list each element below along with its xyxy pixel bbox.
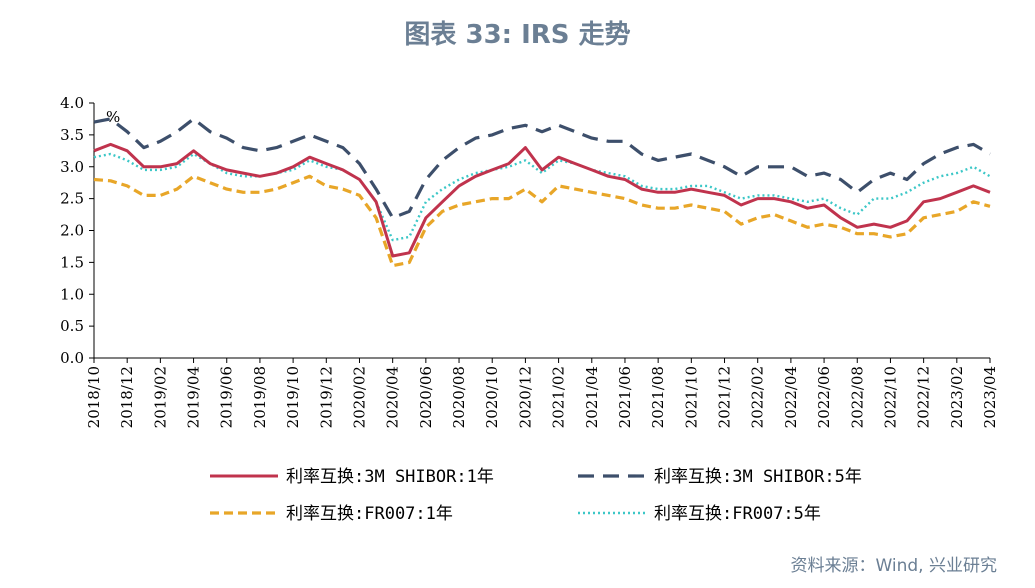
legend-label-3: 利率互换:FR007:5年	[654, 504, 821, 524]
x-tick-label: 2021/12	[716, 366, 734, 428]
axes: 0.0 0.5 1.0 1.5 2.0 2.5 3.0 3.5 4.0 2018/10 2018/1…	[60, 94, 999, 428]
x-tick-label: 2021/10	[682, 366, 700, 428]
x-tick-label: 2019/10	[284, 366, 302, 428]
x-tick-label: 2021/06	[616, 366, 634, 428]
series-layer	[93, 117, 991, 268]
legend-label-0: 利率互换:3M SHIBOR:1年	[286, 467, 494, 487]
y-tick-label: 0.0	[60, 349, 84, 367]
y-tick-label: 3.0	[60, 158, 84, 176]
x-tick-label: 2021/02	[550, 366, 568, 428]
y-axis-unit-label: %	[106, 108, 120, 126]
series-line-2	[93, 174, 991, 268]
y-tick-label: 4.0	[60, 94, 84, 112]
x-tick-label: 2020/12	[516, 366, 534, 428]
y-tick-label: 2.5	[60, 190, 84, 208]
x-tick-label: 2022/08	[848, 366, 866, 428]
source-note: 资料来源：Wind, 兴业研究	[790, 556, 997, 576]
x-tick-label: 2018/12	[118, 366, 136, 428]
x-tick-label: 2022/10	[881, 366, 899, 428]
x-tick-label: 2019/12	[317, 366, 335, 428]
x-tick-label: 2020/10	[483, 366, 501, 428]
x-tick-label: 2022/06	[815, 366, 833, 428]
y-tick-label: 1.5	[60, 253, 84, 271]
legend-label-2: 利率互换:FR007:1年	[286, 504, 453, 524]
x-tick-label: 2020/06	[417, 366, 435, 428]
x-tick-label: 2020/02	[350, 366, 368, 428]
series-line-1	[93, 117, 991, 220]
x-tick-label: 2019/04	[185, 366, 203, 428]
x-tick-label: 2020/04	[384, 366, 402, 428]
x-tick-label: 2020/08	[450, 366, 468, 428]
y-tick-label: 3.5	[60, 126, 84, 144]
x-tick-label: 2023/02	[948, 366, 966, 428]
legend-label-1: 利率互换:3M SHIBOR:5年	[654, 467, 862, 487]
y-tick-label: 2.0	[60, 222, 84, 240]
series-line-3	[93, 152, 991, 242]
x-tick-label: 2022/02	[749, 366, 767, 428]
x-tick-label: 2021/08	[649, 366, 667, 428]
x-tick-label: 2023/04	[981, 366, 999, 428]
x-tick-label: 2018/10	[85, 366, 103, 428]
x-tick-label: 2021/04	[583, 366, 601, 428]
chart-title: 图表 33: IRS 走势	[404, 20, 631, 50]
y-tick-label: 0.5	[60, 317, 84, 335]
x-tick-label: 2022/12	[915, 366, 933, 428]
x-tick-label: 2019/08	[251, 366, 269, 428]
x-tick-label: 2022/04	[782, 366, 800, 428]
series-line-0	[93, 142, 991, 258]
x-tick-label: 2019/02	[151, 366, 169, 428]
x-tick-label: 2019/06	[218, 366, 236, 428]
legend: 利率互换:3M SHIBOR:1年 利率互换:3M SHIBOR:5年利率互换:F…	[210, 467, 862, 524]
y-tick-label: 1.0	[60, 285, 84, 303]
